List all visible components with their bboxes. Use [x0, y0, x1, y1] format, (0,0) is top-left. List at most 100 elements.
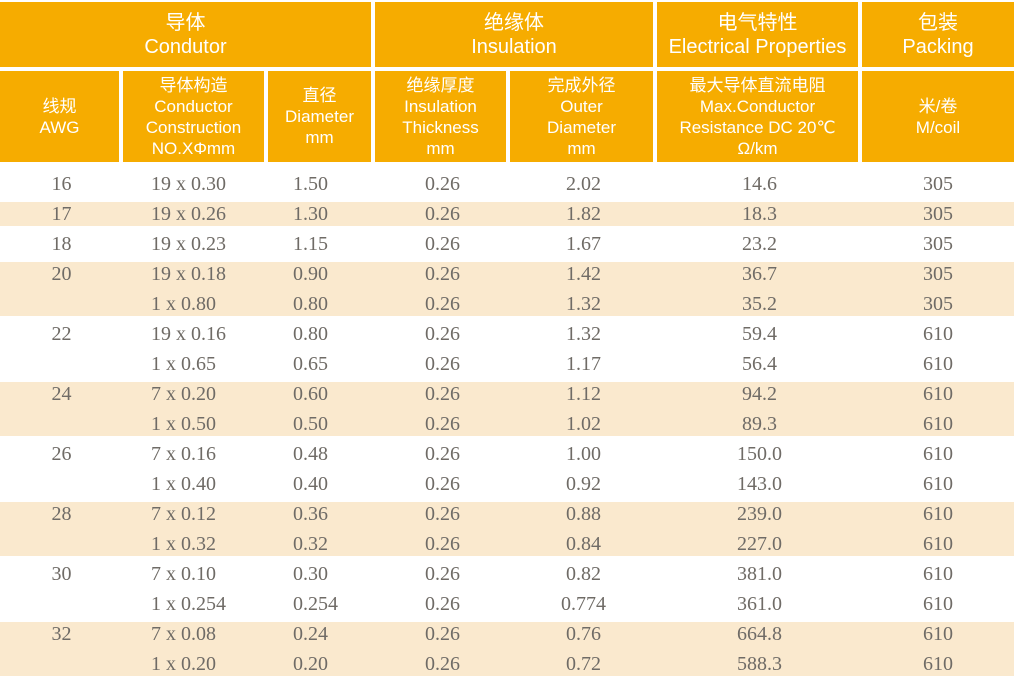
cell-awg: 30 — [51, 562, 72, 585]
cell-awg — [0, 349, 123, 379]
cell-awg — [0, 589, 123, 619]
cell-outer-diameter: 1.82 — [566, 202, 601, 225]
cell-resistance: 239.0 — [737, 502, 782, 525]
cell-resistance: 143.0 — [737, 472, 782, 495]
cell-insulation-thickness: 0.26 — [425, 622, 460, 645]
table-row: 1 x 0.40 0.40 0.26 0.92 143.0 610 — [0, 469, 1014, 499]
table-row: 17 19 x 0.26 1.30 0.26 1.82 18.3 305 — [0, 199, 1014, 229]
cell-construction: 1 x 0.50 — [151, 412, 216, 435]
cell-resistance: 381.0 — [737, 562, 782, 585]
cell-diameter: 1.50 — [293, 172, 328, 195]
cell-outer-diameter: 0.84 — [566, 532, 601, 555]
cell-construction: 1 x 0.40 — [151, 472, 216, 495]
table-row: 28 7 x 0.12 0.36 0.26 0.88 239.0 610 — [0, 499, 1014, 529]
cell-m-per-coil: 610 — [923, 412, 953, 435]
column-header-label: Insulation — [404, 96, 477, 116]
cell-diameter: 0.254 — [293, 592, 338, 615]
cell-construction: 19 x 0.26 — [151, 202, 226, 225]
header-group-cell-3: 电气特性 Electrical Properties — [657, 2, 862, 67]
column-header-label: mm — [305, 128, 334, 147]
cell-awg — [0, 529, 123, 559]
header-group-label: Insulation — [471, 35, 557, 58]
column-header-label: AWG — [39, 117, 80, 137]
column-header-diameter: 直径 Diameter mm — [268, 71, 375, 162]
cell-diameter: 0.60 — [293, 382, 328, 405]
cell-m-per-coil: 610 — [923, 442, 953, 465]
cell-insulation-thickness: 0.26 — [425, 202, 460, 225]
cell-m-per-coil: 305 — [923, 232, 953, 255]
column-header-label: 米/卷 — [918, 96, 958, 116]
cell-insulation-thickness: 0.26 — [425, 652, 460, 675]
column-header-label: 最大导体直流电阻 — [689, 75, 826, 95]
cell-diameter: 0.80 — [293, 292, 328, 315]
cell-diameter: 0.50 — [293, 412, 328, 435]
cell-m-per-coil: 305 — [923, 262, 953, 285]
cell-m-per-coil: 610 — [923, 532, 953, 555]
cell-outer-diameter: 1.17 — [566, 352, 601, 375]
cell-construction: 7 x 0.10 — [151, 562, 216, 585]
column-header-label: mm — [567, 138, 596, 158]
table-body: 16 19 x 0.30 1.50 0.26 2.02 14.6 305 17 19 x 0.2… — [0, 169, 1014, 679]
cell-m-per-coil: 610 — [923, 592, 953, 615]
cell-outer-diameter: 1.00 — [566, 442, 601, 465]
cell-construction: 1 x 0.254 — [151, 592, 226, 615]
cell-outer-diameter: 1.02 — [566, 412, 601, 435]
column-header-m-per-coil: 米/卷 M/coil — [862, 71, 1014, 162]
column-header-label: NO.XΦmm — [151, 138, 236, 158]
cell-resistance: 361.0 — [737, 592, 782, 615]
cell-awg — [0, 469, 123, 499]
cell-insulation-thickness: 0.26 — [425, 232, 460, 255]
cell-insulation-thickness: 0.26 — [425, 562, 460, 585]
table-row: 22 19 x 0.16 0.80 0.26 1.32 59.4 610 — [0, 319, 1014, 349]
table-row: 1 x 0.32 0.32 0.26 0.84 227.0 610 — [0, 529, 1014, 559]
cell-resistance: 94.2 — [742, 382, 777, 405]
cell-m-per-coil: 610 — [923, 382, 953, 405]
cell-m-per-coil: 610 — [923, 652, 953, 675]
cell-diameter: 0.80 — [293, 322, 328, 345]
cell-outer-diameter: 0.88 — [566, 502, 601, 525]
header-column-row: 线规 AWG 导体构造 Conductor Construction NO.XΦmm 直径 D… — [0, 71, 1014, 169]
cell-construction: 7 x 0.16 — [151, 442, 216, 465]
table-row: 32 7 x 0.08 0.24 0.26 0.76 664.8 610 — [0, 619, 1014, 649]
column-header-label: 完成外径 — [547, 75, 616, 95]
cell-diameter: 0.90 — [293, 262, 328, 285]
table-row: 1 x 0.50 0.50 0.26 1.02 89.3 610 — [0, 409, 1014, 439]
cell-construction: 1 x 0.80 — [151, 292, 216, 315]
cell-diameter: 0.40 — [293, 472, 328, 495]
cell-construction: 1 x 0.20 — [151, 652, 216, 675]
cell-awg: 28 — [51, 502, 72, 525]
cell-insulation-thickness: 0.26 — [425, 172, 460, 195]
cell-awg: 16 — [51, 172, 72, 195]
cell-awg: 17 — [51, 202, 72, 225]
table-row: 1 x 0.20 0.20 0.26 0.72 588.3 610 — [0, 649, 1014, 679]
column-header-label: Thickness — [402, 117, 479, 137]
cell-m-per-coil: 610 — [923, 472, 953, 495]
cell-insulation-thickness: 0.26 — [425, 532, 460, 555]
cell-awg — [0, 409, 123, 439]
column-header-label: 线规 — [42, 96, 77, 116]
cell-resistance: 89.3 — [742, 412, 777, 435]
cell-resistance: 588.3 — [737, 652, 782, 675]
column-header-label: Resistance DC 20℃ — [679, 117, 836, 137]
column-header-label: Outer — [560, 96, 603, 116]
cell-insulation-thickness: 0.26 — [425, 502, 460, 525]
cell-construction: 7 x 0.12 — [151, 502, 216, 525]
cell-diameter: 0.32 — [293, 532, 328, 555]
cell-outer-diameter: 1.67 — [566, 232, 601, 255]
cell-m-per-coil: 610 — [923, 502, 953, 525]
table-row: 30 7 x 0.10 0.30 0.26 0.82 381.0 610 — [0, 559, 1014, 589]
column-header-construction: 导体构造 Conductor Construction NO.XΦmm — [123, 71, 268, 162]
cell-outer-diameter: 0.92 — [566, 472, 601, 495]
cell-resistance: 59.4 — [742, 322, 777, 345]
cell-insulation-thickness: 0.26 — [425, 292, 460, 315]
cell-insulation-thickness: 0.26 — [425, 262, 460, 285]
cell-diameter: 0.48 — [293, 442, 328, 465]
cell-construction: 1 x 0.65 — [151, 352, 216, 375]
column-header-awg: 线规 AWG — [0, 71, 123, 162]
cell-outer-diameter: 1.12 — [566, 382, 601, 405]
cell-outer-diameter: 0.774 — [561, 592, 606, 615]
cell-awg: 18 — [51, 232, 72, 255]
header-group-label: 电气特性 — [717, 11, 798, 34]
cell-outer-diameter: 0.82 — [566, 562, 601, 585]
